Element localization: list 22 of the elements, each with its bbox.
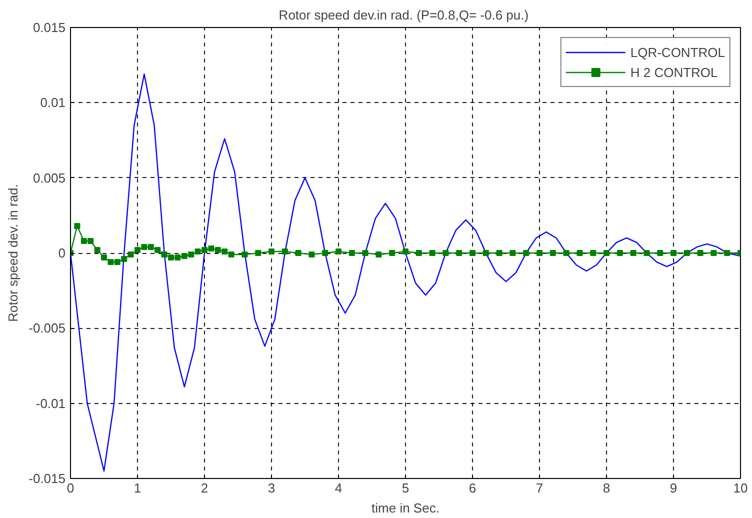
y-tick-label: -0.005	[28, 320, 66, 336]
x-tick-label: 3	[268, 480, 276, 496]
x-tick-label: 10	[733, 480, 748, 496]
x-axis-title: time in Sec.	[372, 500, 440, 516]
y-tick-label: 0.005	[32, 170, 66, 186]
y-tick-label: -0.01	[36, 396, 66, 411]
x-tick-label: 2	[200, 480, 208, 496]
y-tick-label: 0.015	[32, 20, 66, 35]
x-tick-label: 6	[468, 480, 476, 496]
x-tick-label: 7	[536, 480, 544, 496]
y-tick-label: 0.01	[40, 95, 66, 110]
x-tick-label: 4	[334, 480, 342, 496]
chart-title: Rotor speed dev.in rad. (P=0.8,Q= -0.6 pu.)	[278, 8, 529, 22]
y-tick-label: -0.015	[28, 471, 66, 486]
y-tick-label: 0	[58, 246, 66, 260]
y-axis-title: Rotor speed dev. in rad.	[6, 184, 21, 322]
legend-label: H 2 CONTROL	[630, 64, 718, 80]
x-tick-label: 9	[670, 480, 678, 496]
legend-label: LQR-CONTROL	[630, 44, 725, 60]
x-tick-label: 8	[602, 480, 610, 496]
x-tick-label: 1	[134, 480, 142, 496]
x-tick-label: 5	[402, 480, 410, 496]
